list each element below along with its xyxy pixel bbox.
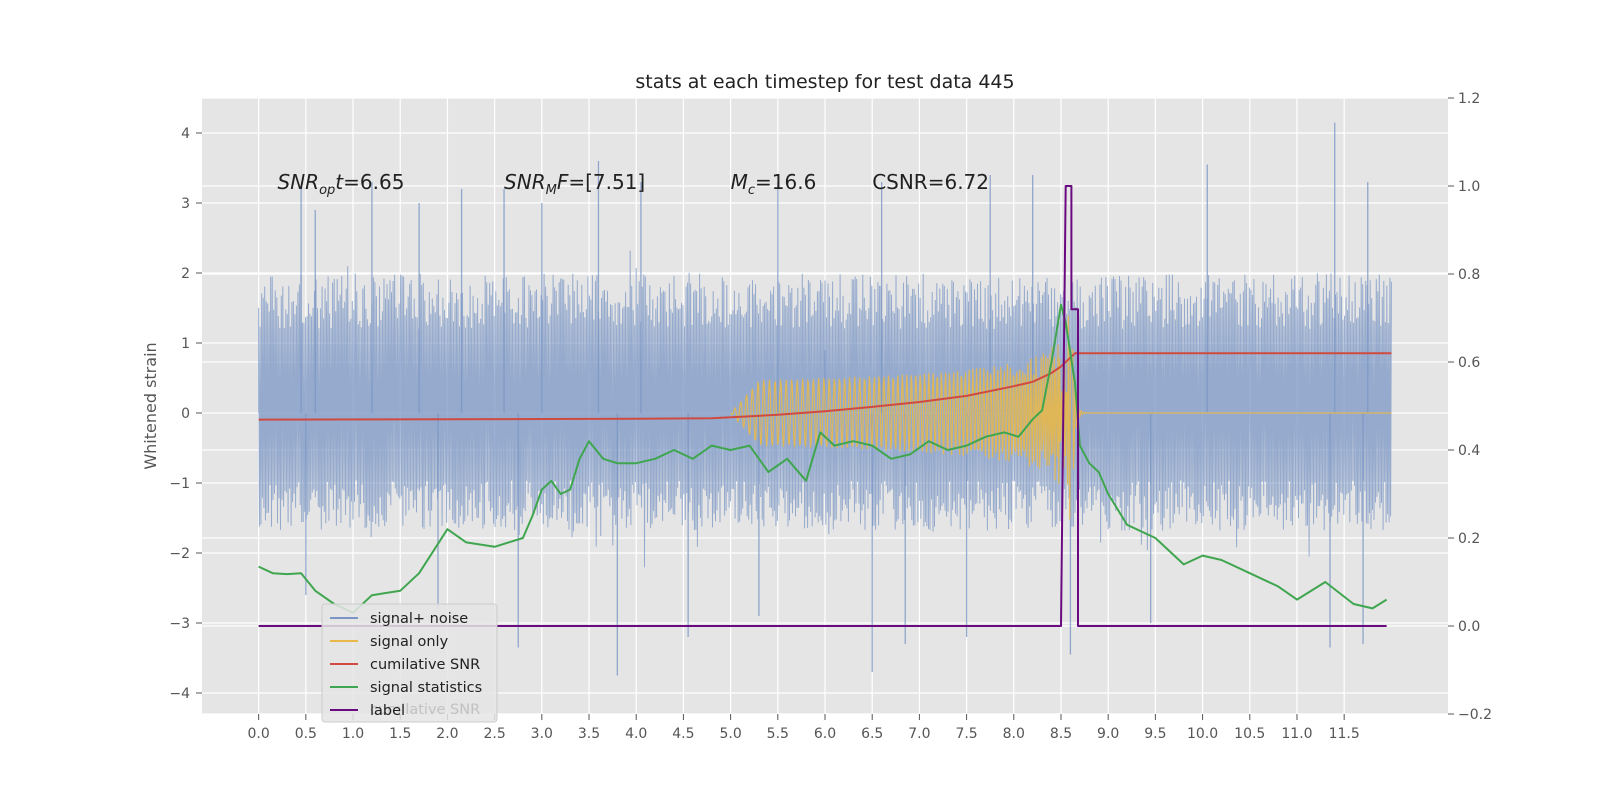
y-right-tick-label: 0.0 <box>1458 619 1480 635</box>
x-tick-label: 7.0 <box>908 726 930 742</box>
x-tick-label: 2.0 <box>436 726 458 742</box>
x-tick-label: 1.5 <box>389 726 411 742</box>
y-tick-label: −3 <box>169 616 190 632</box>
x-tick-label: 0.0 <box>248 726 270 742</box>
chart-title: stats at each timestep for test data 445 <box>635 71 1014 93</box>
legend-entry-label: label <box>370 703 405 719</box>
y-right-tick-label: 0.8 <box>1458 267 1480 283</box>
legend-entry-label: signal+ noise <box>370 611 468 627</box>
x-tick-label: 1.0 <box>342 726 364 742</box>
x-tick-label: 4.0 <box>625 726 647 742</box>
x-tick-label: 3.5 <box>578 726 600 742</box>
annotations: SNRopt=6.65 SNRMF=[7.51] Mc=16.6 CSNR=6.72 <box>278 170 989 198</box>
x-tick-label: 2.5 <box>483 726 505 742</box>
x-tick-label: 6.5 <box>861 726 883 742</box>
legend: cumilative SNR signal+ noise signal only cu… <box>321 603 498 723</box>
y-right-tick-label: 0.4 <box>1458 443 1480 459</box>
x-tick-label: 5.5 <box>767 726 789 742</box>
legend-entry-label: signal statistics <box>370 680 482 696</box>
y-axis-left: −4 −3 −2 −1 0 1 2 3 4 <box>169 126 202 702</box>
annotation-text: Mc=16.6 <box>731 170 817 198</box>
label-line <box>258 185 1387 627</box>
y-right-tick-label: 0.6 <box>1458 355 1480 371</box>
cumulative-snr-line <box>258 352 1392 421</box>
annotation-text: SNRMF=[7.51] <box>504 170 645 198</box>
signal-only-line <box>730 315 1392 520</box>
x-tick-label: 9.0 <box>1097 726 1119 742</box>
signal-statistics-line <box>258 303 1388 614</box>
x-tick-label: 11.5 <box>1329 726 1360 742</box>
x-tick-label: 10.0 <box>1187 726 1218 742</box>
y-tick-label: 4 <box>181 126 190 142</box>
x-tick-label: 5.0 <box>719 726 741 742</box>
y-right-tick-label: 1.2 <box>1458 91 1480 107</box>
x-tick-label: 0.5 <box>295 726 317 742</box>
legend-box <box>321 603 498 723</box>
y-tick-label: −4 <box>169 686 190 702</box>
y-tick-label: 1 <box>181 336 190 352</box>
y-axis-right: −0.2 0.0 0.2 0.4 0.6 0.8 1.0 1.2 <box>1448 91 1492 723</box>
x-tick-label: 4.5 <box>672 726 694 742</box>
x-tick-label: 9.5 <box>1144 726 1166 742</box>
annotation-text: CSNR=6.72 <box>872 170 989 194</box>
y-tick-label: −1 <box>169 476 190 492</box>
x-tick-label: 7.5 <box>955 726 977 742</box>
y-tick-label: 2 <box>181 266 190 282</box>
legend-entry-label: cumilative SNR <box>370 657 480 673</box>
x-tick-label: 6.0 <box>814 726 836 742</box>
y-tick-label: 3 <box>181 196 190 212</box>
y-right-tick-label: −0.2 <box>1458 707 1492 723</box>
lines <box>258 185 1392 627</box>
y-tick-label: −2 <box>169 546 190 562</box>
legend-ghost-text: cumilative SNR <box>370 702 480 718</box>
y-axis-label: Whitened strain <box>141 342 160 469</box>
x-tick-label: 11.0 <box>1281 726 1312 742</box>
signal-series <box>730 315 1392 520</box>
x-tick-label: 3.0 <box>531 726 553 742</box>
x-tick-label: 8.5 <box>1050 726 1072 742</box>
y-right-tick-label: 0.2 <box>1458 531 1480 547</box>
y-tick-label: 0 <box>181 406 190 422</box>
legend-entry-label: signal only <box>370 634 449 650</box>
x-tick-label: 8.0 <box>1003 726 1025 742</box>
x-tick-label: 10.5 <box>1234 726 1265 742</box>
y-right-tick-label: 1.0 <box>1458 179 1480 195</box>
x-axis: 0.0 0.5 1.0 1.5 2.0 2.5 3.0 3.5 4.0 4.5 5.0 5.5 6.0 6… <box>248 714 1360 742</box>
annotation-text: SNRopt=6.65 <box>278 170 405 198</box>
